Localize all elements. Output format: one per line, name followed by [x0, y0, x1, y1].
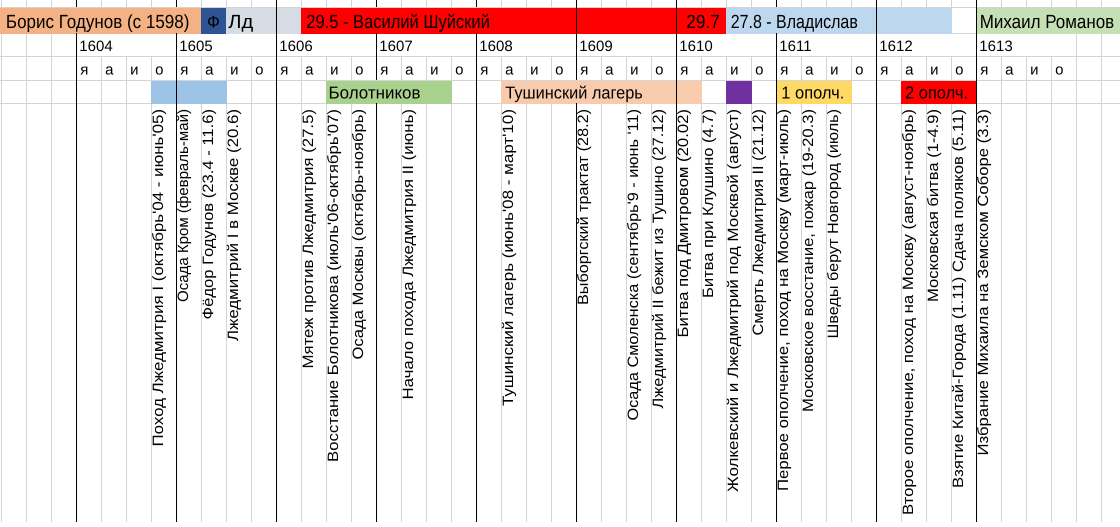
- svg-text:я: я: [880, 61, 888, 78]
- svg-text:Первое ополчение, поход на Мос: Первое ополчение, поход на Москву (март-…: [775, 109, 792, 491]
- svg-text:и: и: [930, 61, 938, 78]
- svg-text:Тушинский лагерь (июнь'08 - ма: Тушинский лагерь (июнь'08 - март'10): [500, 109, 517, 406]
- svg-text:и: и: [130, 61, 138, 78]
- svg-text:о: о: [655, 61, 663, 78]
- svg-text:а: а: [505, 61, 514, 78]
- svg-text:Битва под Дмитровом (20.02): Битва под Дмитровом (20.02): [675, 109, 692, 338]
- svg-text:о: о: [755, 61, 763, 78]
- svg-text:27.8 - Владислав: 27.8 - Владислав: [731, 11, 858, 32]
- svg-text:Избрание Михаила на Земском Со: Избрание Михаила на Земском Соборе (3.3): [975, 109, 992, 456]
- svg-text:29.5 - Василий Шуйский: 29.5 - Василий Шуйский: [306, 11, 490, 32]
- svg-text:Осада Кром (февраль-май): Осада Кром (февраль-май): [175, 109, 192, 302]
- svg-text:я: я: [80, 61, 88, 78]
- svg-text:Взятие Китай-Города (1.11) Сда: Взятие Китай-Города (1.11) Сдача поляков…: [950, 109, 967, 488]
- svg-text:я: я: [280, 61, 288, 78]
- svg-text:и: и: [230, 61, 238, 78]
- svg-text:а: а: [1005, 61, 1014, 78]
- svg-text:1610: 1610: [679, 38, 712, 55]
- svg-text:а: а: [405, 61, 414, 78]
- svg-text:о: о: [355, 61, 363, 78]
- svg-text:Лжедмитрий I в Москве (20.6): Лжедмитрий I в Москве (20.6): [225, 109, 242, 341]
- svg-text:1607: 1607: [379, 38, 412, 55]
- svg-text:я: я: [980, 61, 988, 78]
- svg-text:1613: 1613: [979, 38, 1012, 55]
- svg-text:Тушинский лагерь: Тушинский лагерь: [505, 83, 643, 102]
- svg-text:и: и: [630, 61, 638, 78]
- svg-text:Ф: Ф: [207, 12, 220, 31]
- svg-text:и: и: [1030, 61, 1038, 78]
- svg-text:о: о: [855, 61, 863, 78]
- svg-text:Шведы берут Новгород (июль): Шведы берут Новгород (июль): [825, 109, 842, 339]
- svg-text:а: а: [705, 61, 714, 78]
- svg-text:Поход Лжедмитрия I (октябрь'04: Поход Лжедмитрия I (октябрь'04 - июнь'05…: [150, 109, 167, 447]
- svg-text:Начало похода Лжедмитрия II (и: Начало похода Лжедмитрия II (июнь): [400, 109, 417, 400]
- svg-text:а: а: [805, 61, 814, 78]
- svg-text:и: и: [730, 61, 738, 78]
- svg-text:Московская битва (1-4.9): Московская битва (1-4.9): [925, 109, 942, 302]
- svg-text:о: о: [1055, 61, 1063, 78]
- svg-text:я: я: [180, 61, 188, 78]
- svg-text:о: о: [955, 61, 963, 78]
- svg-text:1606: 1606: [279, 38, 312, 55]
- svg-text:о: о: [555, 61, 563, 78]
- svg-text:а: а: [105, 61, 114, 78]
- svg-text:1612: 1612: [879, 38, 912, 55]
- svg-text:Выборгский трактат (28.2): Выборгский трактат (28.2): [575, 109, 592, 305]
- svg-text:Лжедмитрий II бежит из Тушино: Лжедмитрий II бежит из Тушино (27.12): [650, 109, 667, 409]
- svg-text:Мятеж против Лжедмитрия (27.5): Мятеж против Лжедмитрия (27.5): [300, 109, 317, 369]
- svg-text:я: я: [380, 61, 388, 78]
- svg-text:Осада Смоленска (сентябрь'9 -: Осада Смоленска (сентябрь'9 - июнь '11): [625, 109, 642, 421]
- svg-text:29.7: 29.7: [686, 11, 720, 32]
- svg-text:Михаил Романов: Михаил Романов: [980, 11, 1114, 32]
- svg-text:и: и: [330, 61, 338, 78]
- svg-text:и: и: [530, 61, 538, 78]
- svg-text:Борис Годунов (с 1598): Борис Годунов (с 1598): [6, 11, 190, 32]
- svg-text:1604: 1604: [79, 38, 112, 55]
- svg-text:1611: 1611: [779, 38, 811, 55]
- svg-text:а: а: [905, 61, 914, 78]
- svg-text:я: я: [680, 61, 688, 78]
- svg-text:Жолкевский и Лжедмитрий под Мо: Жолкевский и Лжедмитрий под Москвой (авг…: [725, 109, 742, 492]
- svg-text:1608: 1608: [479, 38, 512, 55]
- svg-text:а: а: [305, 61, 314, 78]
- svg-text:1 ополч.: 1 ополч.: [781, 83, 844, 102]
- svg-text:а: а: [605, 61, 614, 78]
- svg-text:Болотников: Болотников: [329, 83, 421, 102]
- svg-text:Восстание Болотникова (июль'06: Восстание Болотникова (июль'06-октябрь'0…: [325, 109, 342, 462]
- svg-text:я: я: [480, 61, 488, 78]
- svg-text:Второе ополчение, поход на Мос: Второе ополчение, поход на Москву (авгус…: [900, 109, 917, 515]
- svg-text:Осада Москвы (октябрь-ноябрь): Осада Москвы (октябрь-ноябрь): [350, 109, 367, 360]
- svg-text:я: я: [580, 61, 588, 78]
- svg-text:о: о: [155, 61, 163, 78]
- svg-text:Смерть Лжедмитрия II (21.12): Смерть Лжедмитрия II (21.12): [750, 109, 767, 336]
- svg-text:о: о: [255, 61, 263, 78]
- svg-text:1609: 1609: [579, 38, 612, 55]
- svg-text:Битва при Клушино (4.7): Битва при Клушино (4.7): [700, 109, 717, 298]
- svg-text:и: и: [430, 61, 438, 78]
- svg-text:1605: 1605: [179, 38, 212, 55]
- svg-text:2 ополч.: 2 ополч.: [905, 83, 968, 102]
- svg-text:Московское восстание, пожар (1: Московское восстание, пожар (19-20.3): [800, 109, 817, 412]
- svg-text:о: о: [455, 61, 463, 78]
- svg-text:Фёдор Годунов (23.4 - 11.6): Фёдор Годунов (23.4 - 11.6): [200, 109, 217, 320]
- svg-text:и: и: [830, 61, 838, 78]
- svg-text:Лд: Лд: [228, 11, 253, 32]
- svg-text:а: а: [205, 61, 214, 78]
- svg-text:я: я: [780, 61, 788, 78]
